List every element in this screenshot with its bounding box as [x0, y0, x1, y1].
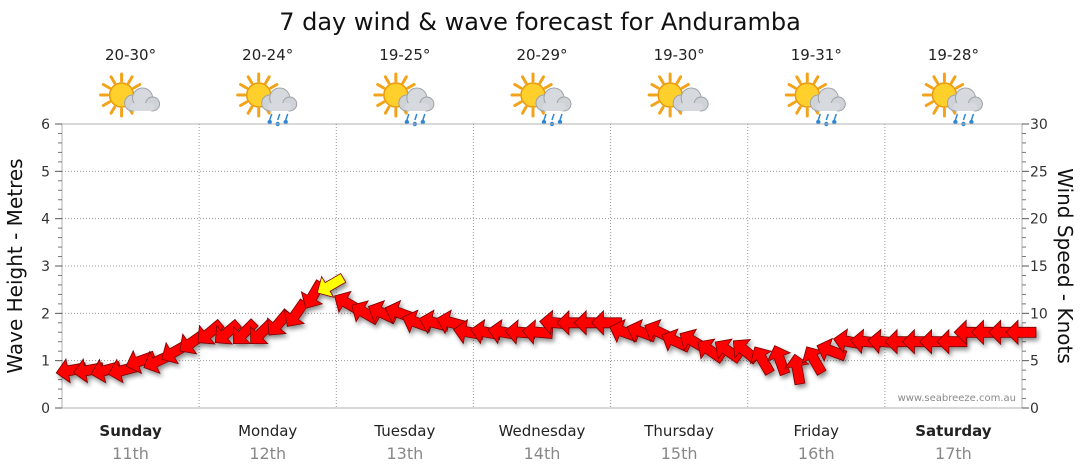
left-axis-title: Wave Height - Metres: [3, 158, 27, 373]
left-tick-label: 6: [41, 117, 50, 133]
day-date-label: 15th: [661, 444, 698, 463]
right-tick-label: 25: [1030, 164, 1048, 180]
temp-range: 19-30°: [654, 46, 705, 64]
temp-range: 19-31°: [791, 46, 842, 64]
day-date-label: 12th: [249, 444, 286, 463]
temp-range: 20-29°: [516, 46, 567, 64]
day-labels: Sunday 11th Monday 12th Tuesday 13th Wednesday…: [99, 422, 991, 463]
right-tick-label: 15: [1030, 259, 1048, 275]
day-name-label: Saturday: [915, 422, 992, 440]
wind-arrow: [197, 318, 225, 345]
wind-arrow: [232, 318, 259, 345]
day-name-label: Friday: [794, 422, 840, 440]
left-tick-label: 5: [41, 164, 50, 180]
showers-icon: [236, 72, 298, 127]
day-name-label: Monday: [238, 422, 297, 440]
temp-range: 20-30°: [105, 46, 156, 64]
day-date-label: 13th: [386, 444, 423, 463]
left-tick-label: 1: [41, 354, 50, 370]
left-axis: 0 1 2 3 4 5 6: [41, 117, 62, 417]
credit-label: www.seabreeze.com.au: [898, 393, 1016, 404]
day-name-label: Tuesday: [373, 422, 435, 440]
day-date-label: 17th: [935, 444, 972, 463]
showers-icon: [373, 72, 435, 127]
day-date-label: 16th: [798, 444, 835, 463]
temp-range: 20-24°: [242, 46, 293, 64]
partly-cloudy-icon: [647, 72, 709, 118]
wind-arrow: [316, 273, 347, 298]
grid: [62, 124, 1022, 408]
temp-range: 19-28°: [928, 46, 979, 64]
wind-arrow: [1005, 319, 1037, 346]
right-tick-label: 20: [1030, 212, 1048, 228]
wind-arrow: [766, 345, 792, 377]
chart-title: 7 day wind & wave forecast for Anduramba: [279, 8, 801, 36]
wind-arrow: [801, 346, 827, 376]
wind-arrow: [283, 298, 310, 327]
left-tick-label: 0: [41, 401, 50, 417]
right-axis-title: Wind Speed - Knots: [1053, 168, 1077, 364]
showers-icon: [921, 72, 983, 127]
right-tick-label: 10: [1030, 306, 1048, 322]
partly-cloudy-icon: [99, 72, 161, 118]
wind-arrows: [55, 273, 1037, 386]
wind-arrow: [590, 309, 622, 336]
right-tick-label: 0: [1030, 401, 1039, 417]
right-tick-label: 5: [1030, 354, 1039, 370]
right-tick-label: 30: [1030, 117, 1048, 133]
left-tick-label: 3: [41, 259, 50, 275]
day-date-label: 11th: [112, 444, 149, 463]
temp-range: 19-25°: [379, 46, 430, 64]
day-date-label: 14th: [524, 444, 561, 463]
left-tick-label: 2: [41, 306, 50, 322]
day-name-label: Wednesday: [499, 422, 586, 440]
day-name-label: Sunday: [99, 422, 162, 440]
weather-row: 20-30° 20-24° 19-25° 20-29° 19-30° 19-31° 19-2…: [99, 46, 983, 127]
wind-arrow: [749, 346, 775, 376]
showers-icon: [510, 72, 572, 127]
right-axis: 0 5 10 15 20 25 30: [1022, 117, 1048, 417]
wind-arrow: [214, 318, 243, 345]
showers-icon: [784, 72, 846, 127]
day-name-label: Thursday: [643, 422, 714, 440]
left-tick-label: 4: [41, 212, 50, 228]
